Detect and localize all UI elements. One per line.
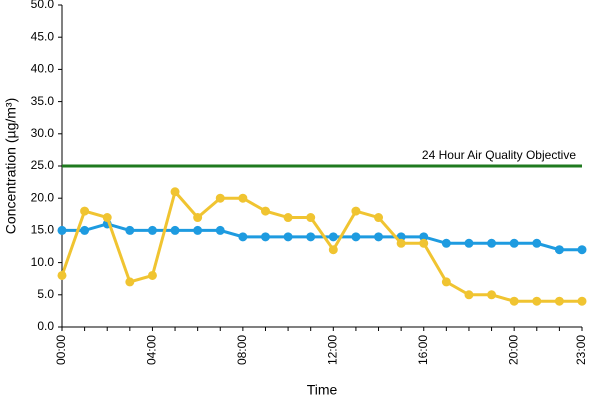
- data-point: [215, 225, 225, 235]
- data-point: [554, 296, 564, 306]
- x-tick-label: 20:00: [506, 335, 520, 365]
- series-line: [62, 222, 582, 252]
- y-tick-label: 10.0: [31, 255, 55, 269]
- data-point: [487, 238, 497, 248]
- data-point: [396, 238, 406, 248]
- data-point: [170, 187, 180, 197]
- data-point: [260, 206, 270, 216]
- data-point: [419, 238, 429, 248]
- data-point: [509, 238, 519, 248]
- data-point: [57, 225, 67, 235]
- data-point: [80, 206, 90, 216]
- data-point: [554, 245, 564, 255]
- y-axis-title: Concentration (µg/m³): [3, 98, 19, 234]
- data-point: [57, 270, 67, 280]
- data-point: [125, 277, 135, 287]
- data-point: [193, 213, 203, 223]
- data-point: [532, 238, 542, 248]
- data-point: [147, 225, 157, 235]
- x-tick-label: 12:00: [325, 335, 339, 365]
- data-point: [441, 277, 451, 287]
- data-point: [238, 193, 248, 203]
- x-tick-label: 16:00: [416, 335, 430, 365]
- data-point: [351, 206, 361, 216]
- data-point: [306, 213, 316, 223]
- data-point: [577, 296, 587, 306]
- y-tick-label: 50.0: [31, 0, 55, 11]
- x-tick-label: 23:00: [574, 335, 588, 365]
- data-point: [487, 290, 497, 300]
- data-point: [374, 232, 384, 242]
- data-point: [328, 232, 338, 242]
- data-point: [441, 238, 451, 248]
- data-point: [577, 245, 587, 255]
- data-point: [147, 270, 157, 280]
- y-tick-label: 40.0: [31, 62, 55, 76]
- x-tick-label: 00:00: [54, 335, 68, 365]
- y-tick-label: 5.0: [37, 287, 54, 301]
- y-tick-label: 30.0: [31, 126, 55, 140]
- data-point: [328, 245, 338, 255]
- data-point: [464, 290, 474, 300]
- data-point: [464, 238, 474, 248]
- data-point: [283, 232, 293, 242]
- data-point: [102, 213, 112, 223]
- data-point: [238, 232, 248, 242]
- data-point: [532, 296, 542, 306]
- x-axis-title: Time: [307, 382, 338, 398]
- data-point: [193, 225, 203, 235]
- data-point: [80, 225, 90, 235]
- reference-label: 24 Hour Air Quality Objective: [422, 148, 576, 162]
- x-tick-label: 08:00: [235, 335, 249, 365]
- data-point: [215, 193, 225, 203]
- y-tick-label: 20.0: [31, 190, 55, 204]
- x-tick-label: 04:00: [145, 335, 159, 365]
- data-point: [283, 213, 293, 223]
- y-tick-label: 15.0: [31, 223, 55, 237]
- data-point: [260, 232, 270, 242]
- data-point: [374, 213, 384, 223]
- y-tick-label: 25.0: [31, 158, 55, 172]
- y-tick-label: 45.0: [31, 29, 55, 43]
- data-point: [509, 296, 519, 306]
- series-line: [60, 188, 582, 303]
- data-point: [170, 225, 180, 235]
- data-point: [306, 232, 316, 242]
- data-point: [125, 225, 135, 235]
- y-tick-label: 0.0: [37, 319, 54, 333]
- data-point: [351, 232, 361, 242]
- y-tick-label: 35.0: [31, 94, 55, 108]
